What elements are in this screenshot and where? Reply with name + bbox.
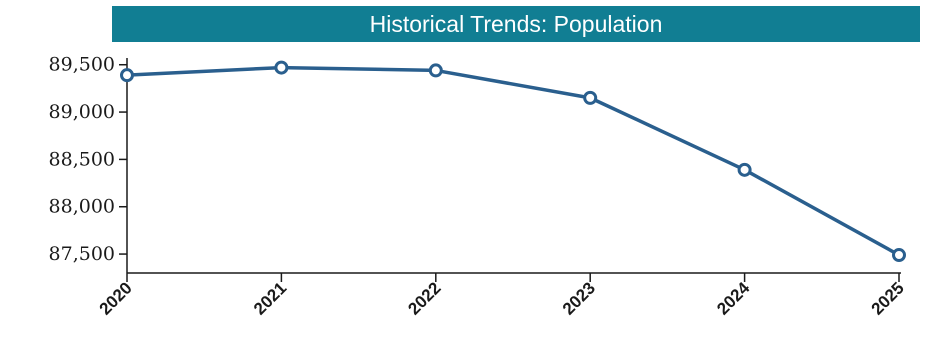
data-point bbox=[274, 60, 289, 75]
x-tick-label: 2020 bbox=[96, 278, 136, 318]
y-tick-label: 89,000 bbox=[49, 101, 115, 123]
series-line bbox=[126, 65, 900, 257]
y-tick-label: 88,000 bbox=[49, 196, 115, 218]
x-tick-label: 2025 bbox=[868, 278, 908, 318]
series-layer bbox=[120, 60, 906, 263]
x-tick-label: 2022 bbox=[404, 278, 444, 318]
y-axis-ticks: 87,500 88,000 88,500 89,000 89,500 bbox=[49, 54, 127, 265]
chart-axes bbox=[126, 58, 901, 274]
x-tick-label: 2021 bbox=[250, 278, 290, 318]
data-point bbox=[892, 248, 906, 263]
x-axis-ticks: 2020 2021 2022 2023 2024 2025 bbox=[96, 273, 908, 319]
data-point bbox=[737, 162, 752, 177]
y-tick-label: 89,500 bbox=[49, 54, 115, 76]
x-tick-label: 2023 bbox=[559, 278, 599, 318]
data-point bbox=[120, 68, 134, 83]
y-tick-label: 87,500 bbox=[49, 243, 115, 265]
data-point bbox=[583, 90, 598, 105]
x-tick-label: 2024 bbox=[713, 278, 754, 319]
chart-title: Historical Trends: Population bbox=[112, 6, 920, 42]
data-point bbox=[428, 63, 443, 78]
y-tick-label: 88,500 bbox=[49, 148, 115, 170]
